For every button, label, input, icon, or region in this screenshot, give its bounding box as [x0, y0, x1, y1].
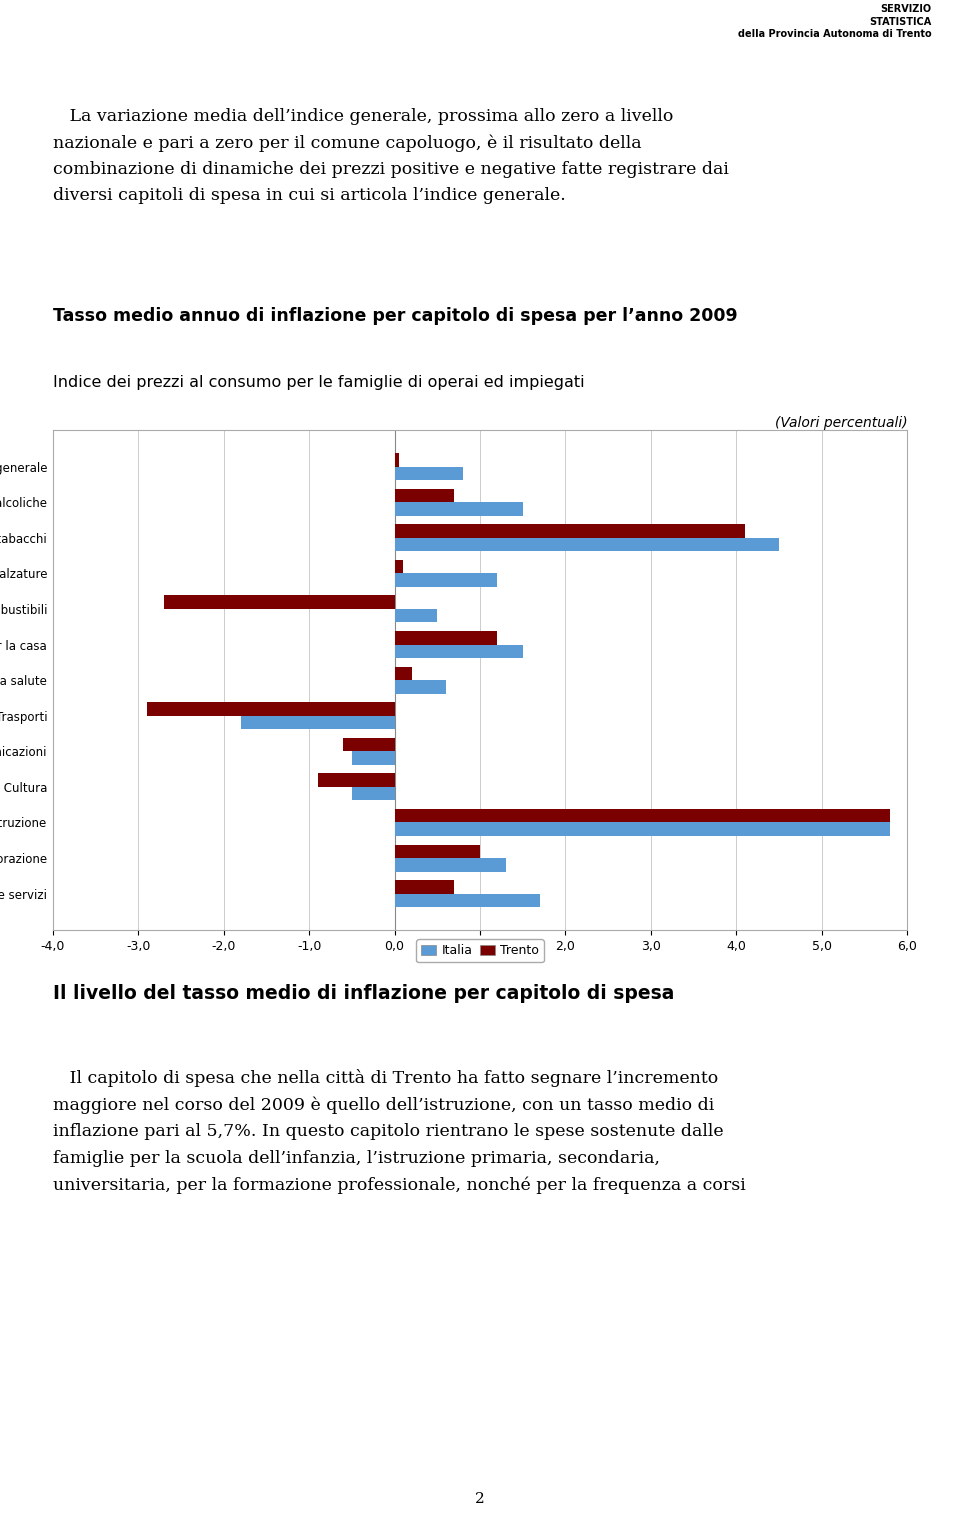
- Bar: [395, 467, 463, 480]
- Bar: [395, 559, 403, 573]
- Text: (Valori percentuali): (Valori percentuali): [775, 417, 907, 430]
- Bar: [395, 644, 522, 658]
- Bar: [395, 858, 506, 871]
- Bar: [395, 489, 454, 503]
- Bar: [395, 503, 522, 516]
- Text: SERVIZIO
STATISTICA
della Provincia Autonoma di Trento: SERVIZIO STATISTICA della Provincia Auto…: [737, 5, 931, 38]
- Text: Tasso medio annuo di inflazione per capitolo di spesa per l’anno 2009: Tasso medio annuo di inflazione per capi…: [53, 307, 737, 326]
- Bar: [395, 893, 540, 907]
- Bar: [352, 752, 395, 765]
- Bar: [395, 609, 438, 622]
- Text: Indice dei prezzi al consumo per le famiglie di operai ed impiegati: Indice dei prezzi al consumo per le fami…: [53, 375, 585, 390]
- Text: Il livello del tasso medio di inflazione per capitolo di spesa: Il livello del tasso medio di inflazione…: [53, 984, 674, 1002]
- Text: La variazione media dell’indice generale, prossima allo zero a livello
nazionale: La variazione media dell’indice generale…: [53, 108, 729, 204]
- Bar: [147, 702, 395, 716]
- Text: 2: 2: [475, 1491, 485, 1506]
- Bar: [395, 524, 745, 538]
- Bar: [395, 667, 412, 679]
- Bar: [395, 453, 398, 467]
- Bar: [395, 844, 480, 858]
- Legend: Italia, Trento: Italia, Trento: [417, 939, 543, 962]
- Bar: [395, 881, 454, 893]
- Bar: [395, 822, 890, 836]
- Bar: [352, 787, 395, 801]
- Bar: [164, 595, 395, 609]
- Bar: [395, 808, 890, 822]
- Bar: [395, 573, 497, 587]
- Bar: [241, 716, 395, 729]
- Text: Il capitolo di spesa che nella città di Trento ha fatto segnare l’incremento
mag: Il capitolo di spesa che nella città di …: [53, 1070, 746, 1194]
- Bar: [395, 538, 780, 552]
- Bar: [344, 738, 395, 752]
- Bar: [318, 773, 395, 787]
- Bar: [395, 632, 497, 644]
- Bar: [395, 679, 445, 693]
